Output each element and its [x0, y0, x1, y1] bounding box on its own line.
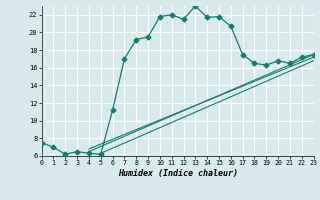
X-axis label: Humidex (Indice chaleur): Humidex (Indice chaleur) [118, 169, 237, 178]
